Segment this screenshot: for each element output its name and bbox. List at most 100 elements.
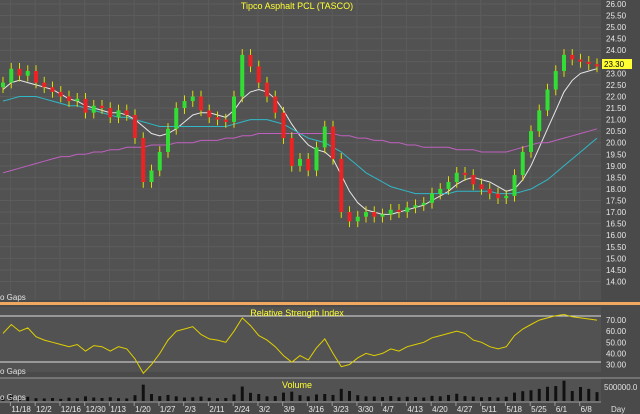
volume-bar: [364, 396, 368, 401]
volume-bar: [496, 397, 500, 401]
candle-body: [133, 114, 137, 139]
volume-bar: [389, 396, 393, 401]
candle-body: [479, 184, 484, 189]
price-y-tick-label: 21.00: [606, 116, 627, 125]
volume-bar: [513, 392, 516, 401]
volume-bar: [422, 397, 426, 401]
volume-bar: [356, 395, 360, 401]
volume-bar: [133, 395, 137, 401]
volume-bar: [546, 386, 549, 401]
candle-body: [405, 207, 410, 213]
candle-body: [339, 158, 344, 213]
volume-gap-label: o Gaps: [0, 393, 26, 402]
price-y-tick-label: 19.00: [606, 162, 627, 171]
volume-bar: [183, 397, 186, 401]
volume-bar: [75, 398, 79, 401]
x-tick-label: 2/3: [185, 405, 197, 414]
candle-body: [397, 209, 401, 213]
candle-body: [190, 96, 195, 102]
volume-bar: [455, 393, 459, 401]
volume-bar: [430, 395, 434, 401]
candle-body: [1, 82, 5, 88]
candle-body: [42, 82, 47, 88]
candle-body: [50, 87, 55, 92]
price-y-tick-label: 16.00: [606, 231, 627, 240]
volume-bar: [34, 398, 38, 401]
candle-body: [520, 151, 525, 176]
candle-body: [207, 110, 212, 118]
price-y-tick-label: 24.00: [606, 46, 627, 55]
volume-bar: [191, 397, 195, 401]
candle-body: [438, 188, 443, 194]
x-tick-label: 3/23: [333, 405, 349, 414]
volume-bar: [257, 394, 261, 401]
candle-body: [34, 71, 38, 83]
volume-bar: [471, 396, 475, 401]
candlesticks: [1, 49, 599, 228]
volume-bar: [67, 397, 71, 401]
volume-bar: [521, 391, 525, 401]
candle-body: [289, 138, 294, 166]
candle-body: [553, 71, 558, 90]
candle-body: [9, 68, 14, 83]
candle-body: [578, 59, 583, 62]
last-price-tag: 23.30: [602, 59, 632, 69]
volume-bar: [554, 386, 558, 401]
volume-bar: [158, 396, 162, 401]
volume-bar: [537, 388, 541, 401]
rsi-y-tick-label: 30.00: [606, 360, 627, 369]
volume-bar: [1, 397, 5, 401]
candle-body: [215, 117, 220, 120]
volume-bar: [438, 396, 442, 401]
rsi-y-tick-label: 60.00: [606, 327, 627, 336]
volume-bar: [108, 397, 112, 401]
volume-bar: [51, 397, 54, 401]
rsi-plot-area: [0, 307, 601, 372]
volume-y-tick: 500000.0: [604, 383, 638, 392]
candle-body: [487, 188, 492, 194]
x-tick-label: 3/16: [308, 405, 324, 414]
candle-body: [281, 112, 286, 139]
candle-body: [157, 151, 162, 171]
price-gap-label: o Gaps: [0, 293, 26, 302]
volume-bar: [117, 398, 120, 401]
candle-body: [240, 54, 245, 97]
candle-body: [314, 147, 319, 171]
candle-body: [570, 54, 575, 60]
volume-bar: [59, 398, 63, 401]
volume-bar: [100, 397, 104, 401]
volume-bar: [348, 390, 351, 401]
candle-body: [75, 98, 80, 102]
candle-body: [182, 101, 187, 109]
x-tick-label: 3/9: [284, 405, 296, 414]
rsi-y-tick-label: 50.00: [606, 338, 627, 347]
candle-body: [100, 105, 104, 109]
price-y-axis: 14.00 14.50 15.00 15.50 16.00 16.50 17.00 17.50…: [606, 0, 627, 286]
rsi-y-tick-label: 70.00: [606, 316, 627, 325]
price-y-tick-label: 26.00: [606, 0, 627, 9]
volume-bar: [224, 397, 228, 401]
volume-bar: [141, 384, 145, 401]
volume-bar: [199, 396, 203, 401]
rsi-line: [2, 313, 598, 375]
volume-bar: [562, 380, 566, 401]
candle-body: [67, 96, 71, 102]
price-y-tick-label: 21.50: [606, 104, 627, 113]
volume-bar: [273, 396, 277, 401]
volume-bar: [232, 394, 236, 401]
candle-body: [331, 126, 335, 159]
volume-bar: [381, 397, 384, 401]
volume-bar: [587, 388, 591, 401]
volume-title: Volume: [282, 380, 312, 390]
candle-body: [116, 110, 121, 118]
x-tick-label: 12/2: [36, 405, 52, 414]
volume-bar: [595, 392, 599, 401]
volume-bar: [323, 394, 327, 401]
volume-bar: [150, 394, 153, 401]
candle-body: [446, 182, 451, 189]
volume-panel: Volume o Gaps 500000.0: [0, 377, 640, 402]
price-y-tick-label: 22.50: [606, 81, 627, 90]
candle-body: [141, 138, 146, 183]
price-y-tick-label: 16.50: [606, 220, 627, 229]
price-y-tick-label: 14.50: [606, 266, 627, 275]
